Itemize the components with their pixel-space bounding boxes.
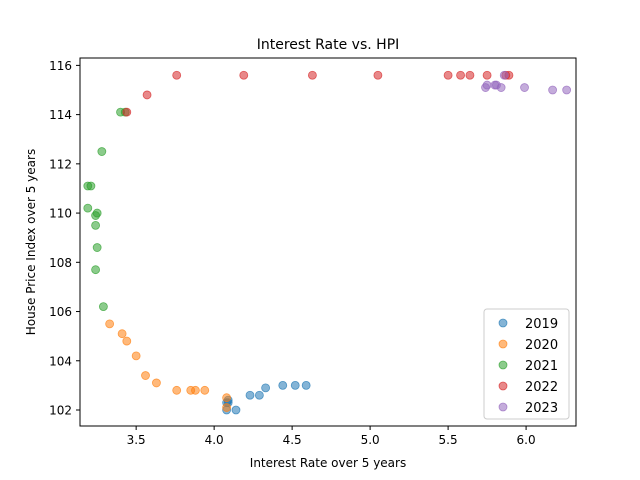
point-2021-9 — [97, 147, 107, 156]
legend-label-2019: 2019 — [525, 317, 558, 332]
legend-marker-2019 — [498, 318, 508, 328]
y-tick-label: 116 — [49, 59, 72, 73]
point-2023-4 — [496, 83, 506, 92]
legend-marker-2022 — [498, 381, 508, 391]
point-2021-6 — [83, 203, 93, 213]
x-tick-label: 5.5 — [439, 433, 458, 447]
legend-label-2023: 2023 — [525, 401, 558, 416]
point-2023-6 — [520, 83, 529, 92]
point-2021-0 — [98, 302, 108, 312]
x-tick-label: 6.0 — [517, 433, 536, 447]
point-2022-8 — [465, 70, 475, 80]
point-2019-10 — [301, 380, 311, 390]
y-axis-title: House Price Index over 5 years — [24, 149, 38, 335]
point-2020-6 — [152, 378, 161, 388]
y-axis: 102 104 106 108 110 112 114 116 — [49, 59, 80, 418]
legend-frame — [483, 308, 570, 420]
x-tick-label: 3.5 — [127, 433, 146, 447]
point-2021-5 — [92, 208, 102, 218]
point-2023-5 — [499, 70, 509, 80]
point-2020-1 — [222, 403, 232, 412]
chart-title: Interest Rate vs. HPI — [257, 37, 400, 53]
legend-label-2020: 2020 — [525, 338, 558, 353]
legend-marker-2021 — [498, 360, 508, 370]
point-2023-1 — [482, 80, 492, 90]
point-2019-5 — [245, 390, 255, 400]
point-2019-6 — [254, 390, 264, 400]
plot-area — [83, 70, 572, 415]
x-axis-title: Interest Rate over 5 years — [250, 456, 406, 470]
point-2022-0 — [122, 107, 132, 117]
legend: 2019 2020 2021 2022 2023 — [483, 308, 570, 420]
point-2023-8 — [562, 85, 572, 95]
point-2021-8 — [86, 181, 96, 191]
point-2021-3 — [91, 220, 100, 230]
y-tick-label: 108 — [49, 256, 72, 270]
point-2019-9 — [290, 380, 300, 390]
point-2022-2 — [172, 70, 182, 80]
y-tick-label: 110 — [49, 207, 72, 221]
point-2021-1 — [91, 265, 100, 275]
point-2020-2 — [200, 385, 210, 395]
point-2022-9 — [482, 70, 492, 80]
point-2019-8 — [278, 380, 288, 390]
point-2019-7 — [261, 383, 271, 393]
point-2020-7 — [141, 371, 150, 380]
point-2020-4 — [186, 385, 196, 395]
point-2022-7 — [456, 70, 465, 80]
x-tick-label: 4.5 — [283, 433, 302, 447]
point-2022-3 — [239, 70, 249, 80]
point-2022-5 — [373, 70, 383, 80]
point-2021-2 — [92, 243, 102, 252]
x-tick-label: 5.0 — [361, 433, 380, 447]
point-2020-5 — [172, 385, 182, 395]
point-2022-6 — [443, 70, 453, 80]
plot-frame — [79, 57, 577, 427]
y-tick-label: 104 — [49, 354, 72, 368]
point-2020-9 — [122, 336, 132, 346]
point-2020-0 — [222, 393, 232, 403]
x-axis: 3.5 4.0 4.5 5.0 5.5 6.0 — [127, 426, 536, 447]
point-2020-10 — [117, 329, 127, 339]
legend-marker-2023 — [498, 402, 508, 412]
point-2022-1 — [142, 90, 152, 100]
point-2023-7 — [548, 85, 558, 95]
legend-label-2021: 2021 — [525, 359, 558, 374]
legend-marker-2020 — [498, 339, 508, 349]
y-tick-label: 106 — [49, 305, 72, 319]
x-tick-label: 4.0 — [205, 433, 224, 447]
y-tick-label: 102 — [49, 404, 72, 418]
y-tick-label: 114 — [49, 108, 72, 122]
y-tick-label: 112 — [49, 157, 72, 171]
legend-label-2022: 2022 — [525, 380, 558, 395]
point-2020-8 — [131, 351, 141, 361]
point-2022-4 — [308, 70, 317, 80]
point-2019-4 — [231, 405, 241, 415]
point-2020-11 — [105, 319, 115, 329]
